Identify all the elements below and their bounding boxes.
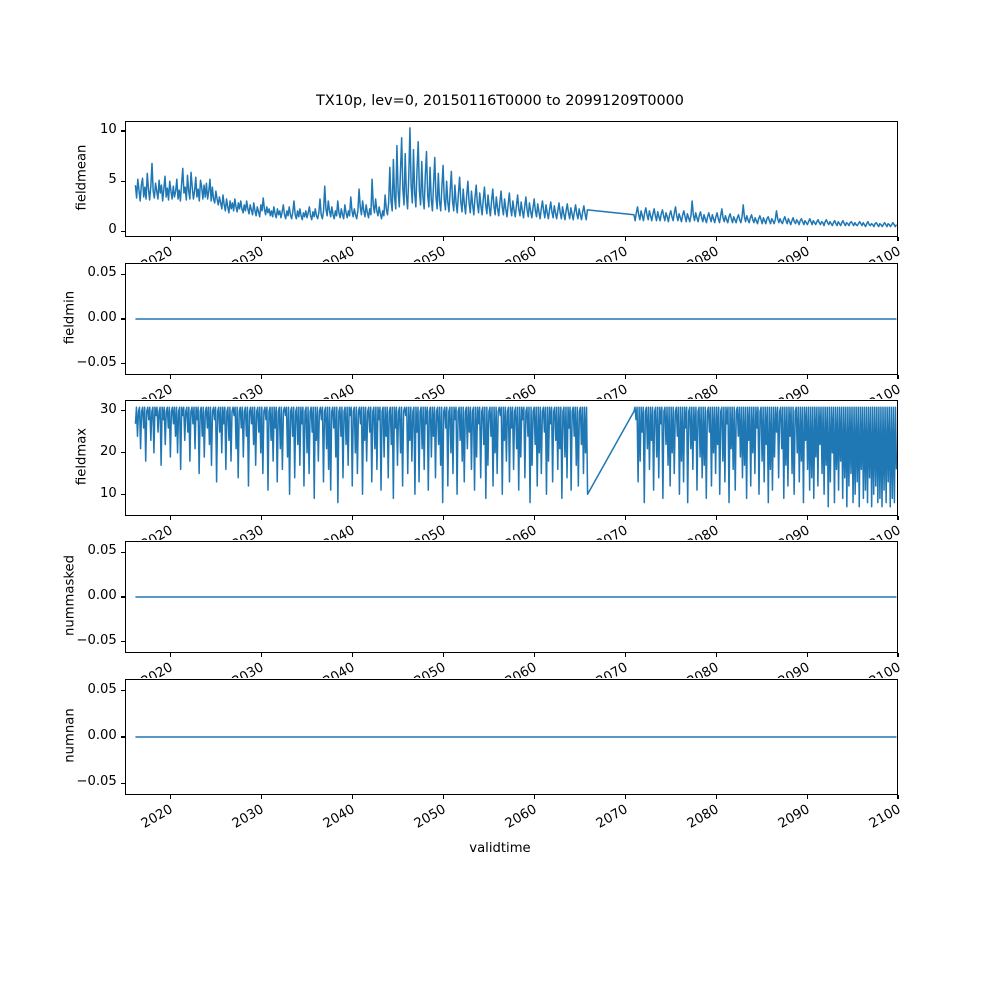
y-tick-mark	[120, 363, 125, 365]
y-tick-mark	[120, 180, 125, 182]
x-tick-label: 2090	[775, 802, 813, 832]
x-tick-mark	[351, 795, 353, 800]
subplot-numnan	[125, 679, 898, 795]
y-tick-label: 0.00	[87, 728, 117, 743]
x-tick-label: 2050	[412, 802, 449, 832]
subplot-nummasked	[125, 541, 898, 653]
x-tick-mark	[260, 237, 262, 242]
x-tick-mark	[624, 795, 626, 800]
x-tick-mark	[715, 795, 717, 800]
x-tick-label: 2070	[594, 802, 631, 832]
y-tick-mark	[120, 273, 125, 275]
y-tick-mark	[120, 690, 125, 692]
x-tick-mark	[442, 653, 444, 658]
x-tick-label: 2040	[321, 802, 358, 832]
x-tick-mark	[715, 237, 717, 242]
x-tick-mark	[624, 375, 626, 380]
x-tick-mark	[806, 516, 808, 521]
x-tick-mark	[260, 375, 262, 380]
x-tick-mark	[169, 653, 171, 658]
x-tick-mark	[806, 653, 808, 658]
y-tick-mark	[120, 641, 125, 643]
y-tick-label: 0	[108, 222, 117, 238]
x-tick-label: 2060	[503, 802, 540, 832]
x-tick-mark	[806, 237, 808, 242]
x-tick-mark	[897, 375, 899, 380]
x-tick-mark	[442, 237, 444, 242]
x-tick-label: 2020	[139, 802, 176, 832]
y-tick-mark	[120, 452, 125, 454]
x-tick-mark	[533, 653, 535, 658]
chart-title: TX10p, lev=0, 20150116T0000 to 20991209T…	[316, 93, 684, 109]
x-tick-mark	[442, 516, 444, 521]
subplot-fieldmean	[125, 121, 898, 237]
x-tick-mark	[715, 516, 717, 521]
y-tick-mark	[120, 230, 125, 233]
x-tick-mark	[897, 516, 899, 521]
x-tick-mark	[715, 653, 717, 658]
y-tick-label: 0.00	[87, 310, 117, 325]
y-tick-mark	[120, 551, 125, 553]
y-tick-label: 0.05	[87, 265, 117, 281]
x-tick-mark	[169, 795, 171, 800]
x-tick-mark	[260, 653, 262, 658]
y-tick-label: 0.00	[87, 588, 117, 603]
x-tick-mark	[806, 795, 808, 800]
x-tick-mark	[442, 375, 444, 380]
subplot-fieldmax	[125, 400, 898, 516]
y-axis-label-numnan: numnan	[62, 708, 78, 763]
x-tick-mark	[351, 653, 353, 658]
y-tick-mark	[120, 782, 125, 784]
x-tick-mark	[897, 795, 899, 800]
x-tick-label: 2080	[685, 802, 722, 832]
y-tick-label: 5	[108, 172, 117, 188]
y-tick-label: 0.05	[87, 543, 117, 559]
y-tick-label: 10	[100, 122, 117, 138]
y-tick-mark	[120, 596, 125, 598]
y-tick-label: −0.05	[76, 354, 117, 370]
y-tick-label: −0.05	[76, 632, 117, 648]
x-tick-mark	[351, 516, 353, 521]
y-tick-label: 30	[100, 401, 117, 417]
x-tick-mark	[260, 795, 262, 800]
x-tick-label: 2030	[230, 802, 267, 832]
x-tick-mark	[624, 653, 626, 658]
x-axis-label: validtime	[469, 841, 531, 856]
x-tick-mark	[897, 653, 899, 658]
series-line-fieldmax	[135, 407, 896, 506]
y-tick-mark	[120, 494, 125, 496]
x-tick-mark	[533, 795, 535, 800]
x-tick-label: 2100	[866, 802, 904, 832]
x-tick-mark	[806, 375, 808, 380]
x-tick-mark	[533, 516, 535, 521]
x-tick-mark	[260, 516, 262, 521]
y-tick-label: 20	[100, 443, 117, 459]
y-tick-label: 10	[100, 485, 117, 501]
x-tick-mark	[624, 516, 626, 521]
x-tick-mark	[533, 237, 535, 242]
subplot-fieldmin	[125, 263, 898, 375]
y-tick-mark	[120, 409, 125, 412]
x-tick-mark	[351, 375, 353, 380]
x-tick-mark	[715, 375, 717, 380]
x-tick-mark	[442, 795, 444, 800]
y-tick-mark	[120, 318, 125, 320]
x-tick-mark	[624, 237, 626, 242]
x-tick-mark	[533, 375, 535, 380]
series-line-fieldmean	[135, 128, 896, 227]
x-tick-mark	[169, 237, 171, 242]
y-tick-label: 0.05	[87, 681, 117, 697]
x-tick-mark	[169, 375, 171, 380]
y-tick-mark	[120, 130, 125, 132]
x-tick-mark	[351, 237, 353, 242]
y-tick-label: −0.05	[76, 774, 117, 790]
y-tick-mark	[120, 736, 125, 738]
x-tick-mark	[897, 237, 899, 242]
x-tick-mark	[169, 516, 171, 521]
